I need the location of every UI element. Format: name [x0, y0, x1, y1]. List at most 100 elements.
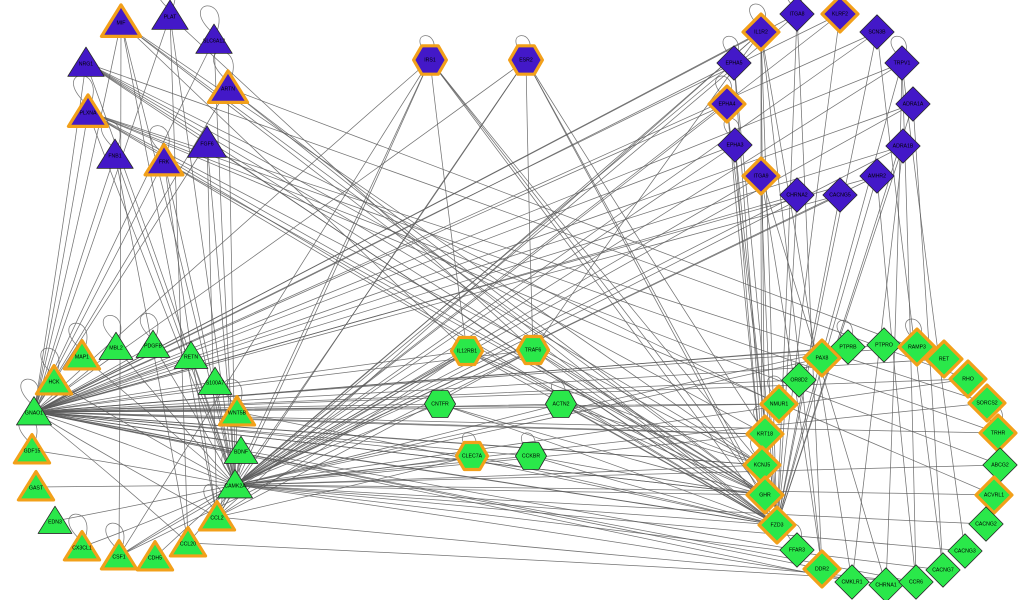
graph-node-ccl20[interactable]: CCL20: [168, 525, 208, 558]
graph-node-camk2a[interactable]: CAMK2A: [217, 469, 253, 499]
triangle-node-shape[interactable]: [67, 46, 105, 77]
hexagon-node-shape[interactable]: [508, 44, 545, 76]
graph-node-chrna1[interactable]: CHRNA1: [868, 567, 904, 600]
graph-node-cacng2[interactable]: CACNG2: [968, 506, 1004, 542]
graph-node-artn[interactable]: ARTN: [206, 69, 250, 104]
graph-node-trpv1[interactable]: TRPV1: [884, 45, 920, 81]
diamond-node-shape[interactable]: [757, 505, 797, 545]
node-layer[interactable]: MIF PLAT SLC6A12 NRG1 ARTN PLXNA FGF6 FNB1 FRK IR…: [12, 0, 1018, 600]
triangle-node-shape[interactable]: [135, 329, 171, 358]
triangle-node-shape[interactable]: [99, 3, 143, 38]
diamond-node-shape[interactable]: [967, 383, 1007, 423]
graph-node-actn2[interactable]: ACTN2: [545, 390, 577, 418]
diamond-node-shape[interactable]: [779, 532, 815, 568]
diamond-node-shape[interactable]: [741, 12, 781, 52]
diamond-node-shape[interactable]: [779, 177, 815, 213]
graph-node-fgf6[interactable]: FGF6: [187, 125, 227, 158]
triangle-node-shape[interactable]: [195, 23, 233, 54]
diamond-node-shape[interactable]: [898, 564, 934, 600]
diamond-node-shape[interactable]: [868, 567, 904, 600]
triangle-node-shape[interactable]: [12, 432, 52, 465]
graph-node-s100a7[interactable]: S100A7: [197, 366, 233, 395]
diamond-node-shape[interactable]: [822, 177, 858, 213]
graph-node-itga9[interactable]: ITGA9: [741, 156, 781, 196]
triangle-node-shape[interactable]: [62, 529, 102, 562]
graph-node-il12rb1[interactable]: IL12RB1: [449, 335, 485, 367]
graph-node-klrf2[interactable]: KLRF2: [820, 0, 860, 34]
graph-node-ccr6[interactable]: CCR6: [898, 564, 934, 600]
graph-node-irs1[interactable]: IRS1: [412, 44, 448, 76]
graph-node-plat[interactable]: PLAT: [151, 0, 189, 30]
hexagon-node-shape[interactable]: [515, 334, 551, 366]
graph-node-cacng3[interactable]: CACNG3: [947, 533, 983, 569]
graph-node-mif[interactable]: MIF: [99, 3, 143, 38]
graph-node-clec7a[interactable]: CLEC7A: [454, 440, 490, 472]
graph-node-mbl2[interactable]: MBL2: [98, 331, 134, 360]
graph-node-esr2[interactable]: ESR2: [508, 44, 545, 76]
graph-node-csf1[interactable]: CSF1: [99, 538, 139, 571]
diamond-node-shape[interactable]: [802, 338, 842, 378]
diamond-node-shape[interactable]: [802, 549, 842, 589]
graph-node-epha4[interactable]: EPHA4: [707, 84, 747, 124]
triangle-node-shape[interactable]: [187, 125, 227, 158]
triangle-node-shape[interactable]: [217, 394, 257, 427]
triangle-node-shape[interactable]: [96, 138, 134, 169]
graph-node-abcg2[interactable]: ABCG2: [982, 447, 1018, 483]
graph-node-cntfr[interactable]: CNTFR: [424, 390, 456, 418]
hexagon-node-shape[interactable]: [412, 44, 448, 76]
graph-node-amhr2[interactable]: AMHR2: [859, 158, 895, 194]
diamond-node-shape[interactable]: [820, 0, 860, 34]
triangle-node-shape[interactable]: [197, 499, 237, 532]
graph-node-cacng7[interactable]: CACNG7: [925, 552, 961, 588]
diamond-node-shape[interactable]: [895, 86, 931, 122]
graph-node-gdf15[interactable]: GDF15: [12, 432, 52, 465]
diamond-node-shape[interactable]: [716, 45, 752, 81]
graph-node-cckbr[interactable]: CCKBR: [515, 442, 547, 470]
graph-node-il1r2[interactable]: IL1R2: [741, 12, 781, 52]
graph-node-ddr2[interactable]: DDR2: [802, 549, 842, 589]
graph-node-edn3[interactable]: EDN3: [37, 505, 73, 534]
graph-node-sorcs2[interactable]: SORCS2: [967, 383, 1007, 423]
graph-node-traf6[interactable]: TRAF6: [515, 334, 551, 366]
graph-node-ptpro[interactable]: PTPRO: [866, 327, 902, 363]
hexagon-node-shape[interactable]: [545, 390, 577, 418]
diamond-node-shape[interactable]: [897, 327, 937, 367]
hexagon-node-shape[interactable]: [424, 390, 456, 418]
triangle-node-shape[interactable]: [135, 539, 175, 572]
graph-node-bdnf[interactable]: BDNF: [223, 435, 259, 464]
triangle-node-shape[interactable]: [34, 363, 74, 396]
graph-node-fnb1[interactable]: FNB1: [96, 138, 134, 169]
graph-node-ret[interactable]: RET: [924, 339, 964, 379]
graph-node-cmklr1[interactable]: CMKLR1: [834, 564, 870, 600]
graph-node-cdh5[interactable]: CDH5: [135, 539, 175, 572]
diamond-node-shape[interactable]: [968, 506, 1004, 542]
graph-node-chrna2[interactable]: CHRNA2: [779, 177, 815, 213]
triangle-node-shape[interactable]: [173, 340, 209, 369]
diamond-node-shape[interactable]: [924, 339, 964, 379]
diamond-node-shape[interactable]: [779, 0, 815, 32]
graph-node-slc6a12[interactable]: SLC6A12: [195, 23, 233, 54]
graph-node-cacng5[interactable]: CACNG5: [822, 177, 858, 213]
graph-node-cx3cl1[interactable]: CX3CL1: [62, 529, 102, 562]
graph-node-fzd3[interactable]: FZD3: [757, 505, 797, 545]
diamond-node-shape[interactable]: [834, 564, 870, 600]
graph-node-epha5[interactable]: EPHA5: [716, 45, 752, 81]
diamond-node-shape[interactable]: [759, 384, 799, 424]
triangle-node-shape[interactable]: [217, 469, 253, 499]
graph-node-adra1a[interactable]: ADRA1A: [895, 86, 931, 122]
triangle-node-shape[interactable]: [37, 505, 73, 534]
graph-node-ramp3[interactable]: RAMP3: [897, 327, 937, 367]
graph-node-ccl2[interactable]: CCL2: [197, 499, 237, 532]
triangle-node-shape[interactable]: [16, 396, 52, 426]
hexagon-node-shape[interactable]: [515, 442, 547, 470]
graph-node-gast[interactable]: GAST: [16, 469, 56, 502]
graph-node-scn3b[interactable]: SCN3B: [859, 14, 895, 50]
graph-node-nrg1[interactable]: NRG1: [67, 46, 105, 77]
diamond-node-shape[interactable]: [781, 362, 817, 398]
graph-node-frk[interactable]: FRK: [143, 142, 185, 177]
triangle-node-shape[interactable]: [206, 69, 250, 104]
diamond-node-shape[interactable]: [974, 475, 1014, 515]
diamond-node-shape[interactable]: [866, 327, 902, 363]
graph-node-itga8[interactable]: ITGA8: [779, 0, 815, 32]
diamond-node-shape[interactable]: [925, 552, 961, 588]
